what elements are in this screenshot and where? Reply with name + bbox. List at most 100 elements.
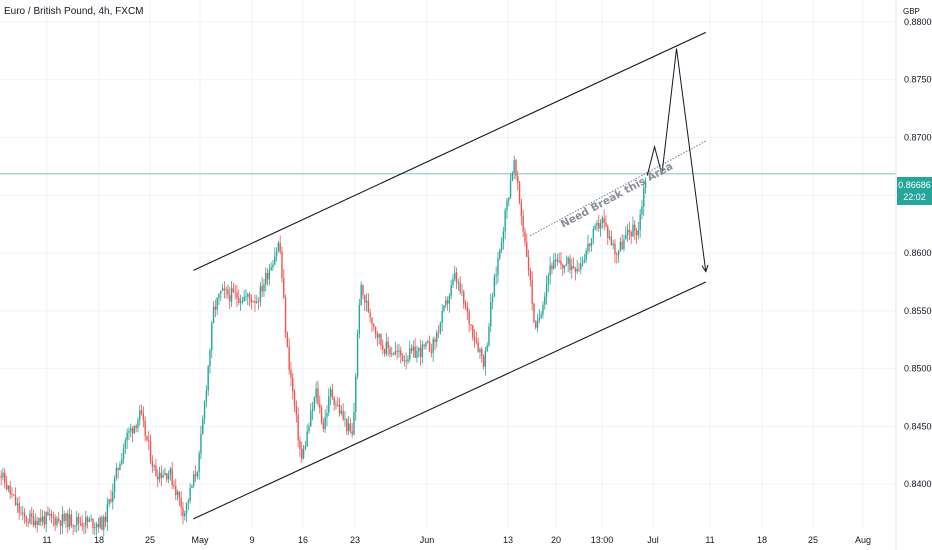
candle-body: [486, 345, 488, 351]
candle-body: [160, 472, 163, 478]
candle-body: [304, 446, 307, 449]
candle-body: [583, 259, 586, 263]
candle-body: [2, 472, 4, 478]
candle-body: [504, 210, 506, 232]
candle-body: [36, 520, 38, 525]
candle-body: [527, 257, 530, 271]
candle-body: [400, 350, 402, 356]
candle-body: [169, 468, 172, 475]
candle-body: [338, 404, 341, 414]
candle-body: [88, 519, 91, 522]
channel-upper-line: [193, 31, 707, 271]
candle-body: [356, 333, 359, 377]
axis-currency-label: GBP: [903, 7, 920, 16]
candle-body: [407, 359, 409, 362]
candle-body: [97, 524, 100, 528]
candle-body: [443, 305, 445, 311]
candle-body: [265, 273, 267, 285]
x-tick-label: 13: [503, 535, 513, 545]
candle-body: [248, 294, 251, 298]
candle-body: [86, 517, 89, 522]
candle-body: [45, 512, 47, 525]
candle-body: [157, 476, 159, 480]
candle-body: [193, 474, 195, 486]
candle-body: [563, 265, 566, 269]
candle-body: [497, 258, 499, 275]
candle-body: [131, 428, 134, 434]
candle-body: [565, 263, 568, 266]
candle-body: [279, 242, 281, 252]
candle-body: [200, 434, 202, 454]
candle-body: [380, 334, 382, 346]
candle-body: [430, 351, 433, 353]
candle-body: [383, 349, 386, 354]
candle-body: [43, 516, 46, 525]
candle-body: [513, 160, 515, 173]
candle-body: [104, 517, 107, 522]
candle-body: [592, 229, 595, 239]
candle-body: [421, 344, 424, 357]
candle-body: [270, 267, 272, 271]
candle-body: [508, 197, 510, 201]
candle-body: [574, 268, 577, 272]
candle-body: [319, 403, 321, 408]
candle-body: [166, 473, 168, 480]
candle-body: [625, 235, 627, 240]
candle-body: [362, 284, 364, 296]
candle-body: [113, 478, 116, 493]
candle-body: [643, 188, 645, 207]
candle-body: [234, 291, 236, 293]
candle-body: [524, 231, 526, 243]
candle-body: [7, 485, 10, 490]
candle-body: [542, 304, 544, 315]
candle-body: [511, 172, 514, 181]
time-axis[interactable]: 11 18 25 May 9 16 23 Jun 13 20 13:00 Jul 11 18 25 Aug: [42, 535, 871, 545]
price-axis[interactable]: 0.880000.875000.870000.865000.860000.855…: [895, 0, 932, 550]
candle-body: [614, 243, 616, 255]
candle-body: [616, 254, 618, 256]
candle-body: [49, 514, 51, 516]
candle-body: [202, 418, 204, 435]
candle-body: [639, 214, 641, 231]
candle-body: [423, 344, 425, 347]
candle-body: [103, 517, 105, 530]
candle-body: [351, 431, 353, 435]
candle-body: [589, 243, 591, 247]
candle-body: [517, 175, 519, 183]
candle-body: [473, 337, 476, 341]
candle-body: [572, 266, 575, 269]
candle-body: [41, 516, 44, 522]
candle-countdown: 22:02: [903, 192, 926, 202]
candle-body: [365, 300, 368, 303]
candle-body: [342, 410, 344, 420]
candle-body: [360, 284, 362, 305]
candle-body: [302, 448, 305, 459]
candle-body: [526, 242, 528, 258]
candle-body: [536, 320, 539, 328]
candle-body: [355, 376, 357, 412]
x-tick-label: Jul: [647, 535, 659, 545]
candle-body: [25, 516, 28, 522]
candle-body: [194, 474, 197, 477]
candle-body: [74, 525, 76, 527]
candle-body: [315, 388, 317, 398]
candle-body: [347, 423, 350, 432]
candle-body: [409, 348, 411, 360]
candle-body: [92, 518, 94, 528]
candle-body: [254, 301, 256, 303]
candle-body: [558, 260, 560, 262]
x-tick-label: 11: [705, 535, 714, 545]
candle-body: [5, 483, 8, 490]
candle-body: [31, 513, 33, 517]
candle-body: [374, 326, 377, 334]
candle-body: [198, 453, 200, 472]
candle-body: [418, 347, 420, 351]
candle-body: [203, 401, 206, 419]
candle-body: [94, 526, 96, 528]
candle-body: [18, 503, 20, 513]
candle-body: [587, 243, 589, 252]
candle-body: [308, 426, 310, 432]
candle-body: [472, 325, 474, 338]
